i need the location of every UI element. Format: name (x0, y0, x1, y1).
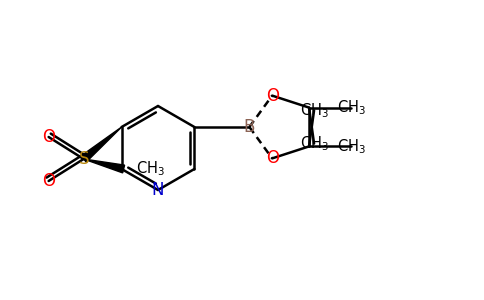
Text: CH$_3$: CH$_3$ (336, 98, 365, 117)
Text: O: O (42, 128, 55, 146)
Polygon shape (81, 127, 121, 162)
Text: CH$_3$: CH$_3$ (136, 160, 165, 178)
Polygon shape (84, 159, 124, 173)
Text: CH$_3$: CH$_3$ (300, 101, 329, 120)
Text: N: N (152, 181, 164, 199)
Text: O: O (266, 87, 279, 105)
Text: CH$_3$: CH$_3$ (300, 134, 329, 153)
Text: S: S (78, 150, 89, 168)
Text: O: O (42, 172, 55, 190)
Text: B: B (243, 118, 255, 136)
Text: CH$_3$: CH$_3$ (336, 137, 365, 156)
Text: O: O (266, 149, 279, 167)
